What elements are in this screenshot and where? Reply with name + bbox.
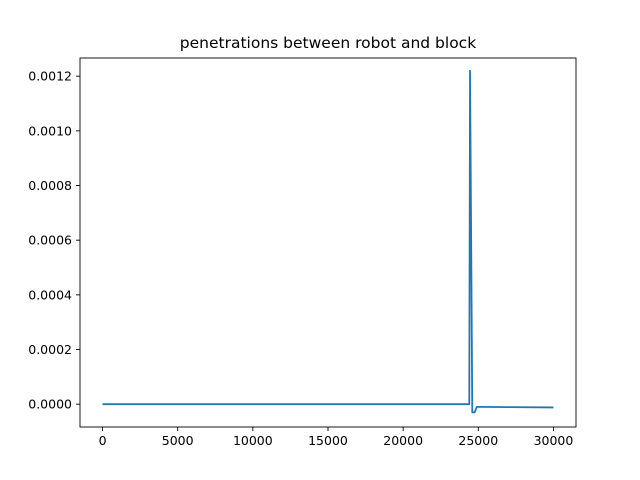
y-tick-label: 0.0006 bbox=[28, 233, 72, 248]
x-tick-label: 15000 bbox=[308, 433, 348, 448]
chart-title: penetrations between robot and block bbox=[180, 34, 476, 52]
x-tick-label: 30000 bbox=[534, 433, 574, 448]
y-tick-label: 0.0002 bbox=[28, 342, 72, 357]
x-tick-label: 10000 bbox=[233, 433, 273, 448]
x-tick-label: 25000 bbox=[458, 433, 498, 448]
y-tick-label: 0.0004 bbox=[28, 287, 72, 302]
y-tick-label: 0.0010 bbox=[28, 123, 72, 138]
y-tick-label: 0.0012 bbox=[28, 69, 72, 84]
y-tick-label: 0.0008 bbox=[28, 178, 72, 193]
plot-area: 0 5000 10000 15000 20000 25000 30000 0.0000 0.00… bbox=[28, 57, 577, 448]
y-tick-label: 0.0000 bbox=[28, 397, 72, 412]
series-line-0 bbox=[102, 69, 554, 414]
x-tick-label: 0 bbox=[99, 433, 107, 448]
x-tick-label: 5000 bbox=[162, 433, 194, 448]
x-tick-label: 20000 bbox=[383, 433, 423, 448]
